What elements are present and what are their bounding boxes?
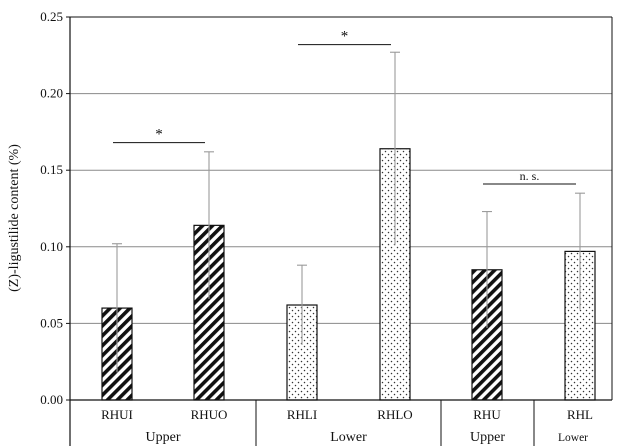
category-label: RHL xyxy=(567,407,593,422)
y-tick-label: 0.00 xyxy=(40,392,63,407)
y-tick-label: 0.10 xyxy=(40,239,63,254)
group-label: Lower xyxy=(330,430,367,445)
bars xyxy=(101,148,596,401)
group-label: Lower xyxy=(558,432,588,444)
y-tick-label: 0.20 xyxy=(40,86,63,101)
significance-label: n. s. xyxy=(520,169,540,183)
axes: 0.00 0.05 0.10 0.15 0.20 0.25 xyxy=(40,9,613,446)
category-label: RHLO xyxy=(377,407,412,422)
error-bars xyxy=(112,51,585,373)
y-tick-label: 0.15 xyxy=(40,162,63,177)
significance-label: * xyxy=(155,127,163,143)
significance-label: * xyxy=(341,29,349,45)
group-label: Upper xyxy=(146,430,181,445)
category-labels: RHUI RHUO RHLI RHLO RHU RHL Upper Lower Upper Low… xyxy=(101,407,593,445)
y-axis-label: (Z)-ligustilide content (%) xyxy=(7,144,22,292)
category-label: RHLI xyxy=(287,407,317,422)
category-label: RHU xyxy=(473,407,501,422)
group-label: Upper xyxy=(470,430,505,445)
y-tick-label: 0.05 xyxy=(40,315,63,330)
y-tick-label: 0.25 xyxy=(40,9,63,24)
significance-brackets: * * n. s. xyxy=(113,29,576,185)
category-label: RHUO xyxy=(191,407,228,422)
category-label: RHUI xyxy=(101,407,133,422)
